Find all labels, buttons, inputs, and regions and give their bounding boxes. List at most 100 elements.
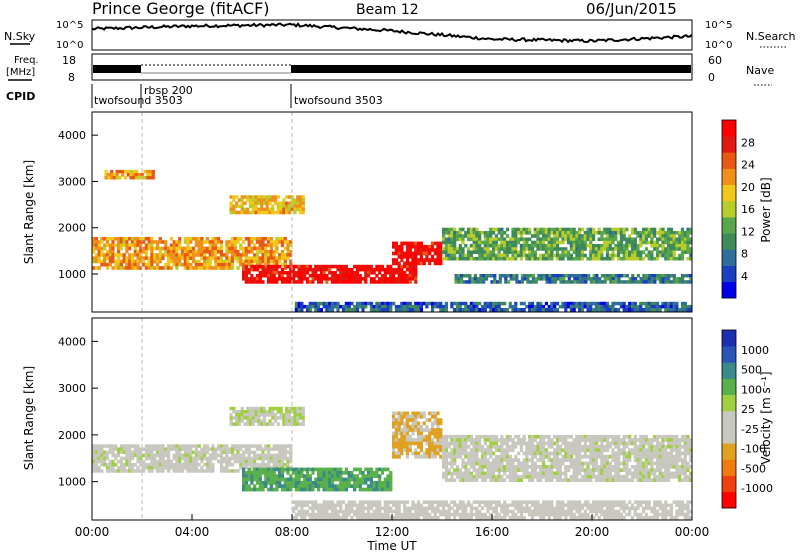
heat-cell — [586, 471, 590, 476]
heat-cell — [636, 280, 640, 284]
heat-cell — [617, 274, 621, 278]
heat-cell — [167, 246, 171, 251]
heat-cell — [480, 454, 485, 459]
heat-cell — [403, 414, 407, 419]
heat-cell — [475, 234, 479, 238]
heat-cell — [530, 256, 535, 261]
heat-cell — [219, 469, 223, 473]
heat-cell — [225, 266, 229, 270]
heat-cell — [408, 267, 412, 272]
heat-cell — [239, 259, 243, 264]
heat-cell — [400, 444, 404, 449]
heat-cell — [280, 240, 285, 244]
heat-cell — [314, 467, 318, 472]
heat-cell — [589, 240, 593, 245]
heat-cell — [547, 308, 551, 312]
heat-cell — [419, 261, 423, 266]
heat-cell — [300, 474, 304, 478]
heat-cell — [297, 280, 301, 284]
heat-cell — [108, 447, 112, 451]
heat-cell — [608, 471, 612, 476]
heat-cell — [392, 271, 396, 275]
heat-cell — [483, 434, 487, 439]
heat-cell — [553, 227, 557, 232]
heat-cell — [556, 274, 560, 278]
heat-cell — [411, 261, 415, 266]
heat-cell — [147, 259, 151, 264]
heat-cell — [297, 512, 301, 517]
heat-cell — [317, 506, 321, 511]
heat-cell — [235, 413, 239, 417]
heat-cell — [589, 250, 593, 254]
heat-cell — [94, 240, 98, 244]
heat-cell — [369, 304, 373, 309]
heat-cell — [408, 241, 412, 246]
heat-cell — [228, 459, 232, 464]
heat-cell — [161, 453, 165, 458]
heat-cell — [522, 434, 526, 439]
heat-cell — [667, 471, 671, 476]
heat-cell — [192, 259, 196, 264]
heat-cell — [405, 431, 410, 436]
heat-cell — [261, 447, 265, 451]
heat-cell — [444, 451, 448, 456]
heat-cell — [180, 453, 185, 458]
heat-cell — [297, 503, 301, 507]
heat-cell — [492, 468, 496, 472]
heat-cell — [603, 237, 607, 242]
heat-cell — [650, 465, 654, 469]
heat-cell — [542, 243, 546, 248]
heat-cell — [111, 237, 115, 241]
heat-cell — [128, 243, 132, 248]
heat-cell — [286, 256, 290, 260]
heat-cell — [483, 475, 487, 479]
heat-cell — [528, 444, 532, 449]
heat-cell — [248, 422, 253, 426]
heat-cell — [436, 421, 440, 426]
heat-cell — [219, 262, 223, 267]
heat-cell — [186, 253, 190, 257]
heat-cell — [567, 301, 571, 306]
heat-cell — [497, 478, 501, 482]
heat-cell — [169, 459, 173, 464]
heat-cell — [569, 448, 573, 452]
heat-cell — [436, 411, 440, 416]
heat-cell — [267, 262, 271, 267]
heat-cell — [572, 256, 576, 261]
heat-cell — [183, 240, 187, 244]
heat-cell — [492, 438, 496, 442]
heat-cell — [211, 456, 215, 461]
heat-cell — [296, 413, 300, 417]
heat-cell — [372, 304, 376, 309]
heat-cell — [575, 468, 579, 472]
heat-cell — [507, 280, 511, 284]
heat-cell — [589, 280, 593, 284]
heat-cell — [489, 461, 493, 466]
heat-cell — [289, 277, 293, 281]
heat-cell — [558, 448, 562, 452]
heat-cell — [614, 471, 618, 476]
heat-cell — [258, 264, 262, 269]
heat-cell — [525, 471, 529, 476]
heat-cell — [683, 243, 687, 248]
colorbar-tick-label: 8 — [741, 248, 748, 261]
heat-cell — [183, 246, 187, 251]
heat-cell — [578, 434, 582, 439]
heat-cell — [287, 406, 291, 411]
heat-cell — [167, 453, 171, 458]
heat-cell — [547, 438, 551, 442]
heat-cell — [289, 467, 293, 472]
heat-cell — [436, 438, 440, 442]
heat-cell — [167, 250, 171, 254]
heat-cell — [494, 448, 498, 452]
heat-cell — [539, 243, 543, 248]
heat-cell — [469, 237, 473, 242]
heat-cell — [244, 487, 248, 492]
heat-cell — [235, 195, 239, 199]
heat-cell — [255, 456, 260, 461]
heat-cell — [253, 474, 257, 478]
heat-cell — [567, 240, 571, 245]
heat-cell — [639, 277, 643, 281]
heat-cell — [484, 274, 489, 278]
heat-cell — [497, 458, 501, 462]
